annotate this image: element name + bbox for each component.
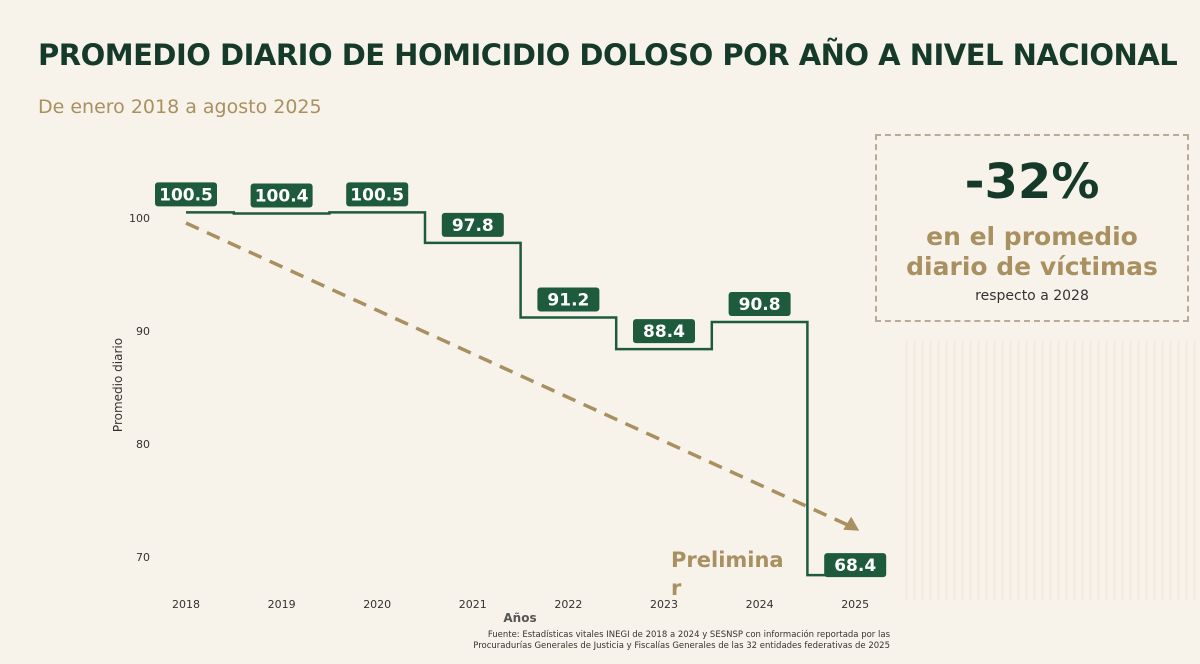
y-axis-label: Promedio diario — [111, 338, 125, 432]
x-tick-label: 2021 — [459, 598, 487, 611]
data-label-box — [537, 287, 600, 312]
callout-line2: diario de víctimas — [906, 252, 1158, 281]
data-label-box — [824, 553, 887, 578]
x-tick-label: 2019 — [268, 598, 296, 611]
preliminary-annotation: r — [671, 576, 682, 600]
data-label-box — [346, 182, 409, 207]
x-tick-label: 2023 — [650, 598, 678, 611]
source-line-1: Fuente: Estadísticas vitales INEGI de 20… — [487, 630, 890, 640]
callout-value: -32% — [964, 154, 1100, 210]
y-tick-label: 100 — [129, 212, 150, 225]
trend-arrowhead — [843, 516, 860, 531]
source-note: Fuente: Estadísticas vitales INEGI de 20… — [470, 630, 890, 652]
source-line-2: Procuradurías Generales de Justicia y Fi… — [473, 641, 890, 651]
x-tick-label: 2018 — [172, 598, 200, 611]
callout-note: respecto a 2028 — [975, 288, 1089, 304]
x-axis-label: Años — [503, 611, 536, 625]
background-texture — [905, 340, 1200, 600]
data-label: 91.2 — [547, 290, 589, 310]
data-label-box — [250, 183, 313, 208]
data-label: 90.8 — [739, 295, 781, 315]
data-label: 100.4 — [255, 186, 309, 206]
data-label-box — [441, 212, 504, 237]
y-tick-label: 90 — [136, 325, 150, 338]
data-label-box — [728, 291, 791, 316]
data-label-box — [633, 319, 695, 344]
callout-line1: en el promedio — [926, 222, 1138, 251]
data-label: 88.4 — [643, 322, 685, 342]
y-tick-label: 70 — [136, 551, 150, 564]
x-tick-label: 2022 — [554, 598, 582, 611]
chart-title: PROMEDIO DIARIO DE HOMICIDIO DOLOSO POR … — [38, 38, 1178, 72]
chart-subtitle: De enero 2018 a agosto 2025 — [38, 96, 322, 118]
step-line — [186, 211, 856, 577]
summary-callout: -32% en el promedio diario de víctimas r… — [875, 134, 1189, 322]
y-tick-label: 80 — [136, 438, 150, 451]
data-label-box — [155, 182, 217, 207]
data-label: 100.5 — [350, 185, 404, 205]
trend-line — [185, 221, 848, 527]
preliminary-annotation: Prelimina — [671, 548, 784, 572]
x-tick-label: 2025 — [841, 598, 869, 611]
data-label: 97.8 — [452, 216, 494, 236]
x-tick-label: 2024 — [746, 598, 774, 611]
data-label: 100.5 — [159, 185, 213, 205]
data-label: 68.4 — [834, 556, 876, 576]
x-tick-label: 2020 — [363, 598, 391, 611]
